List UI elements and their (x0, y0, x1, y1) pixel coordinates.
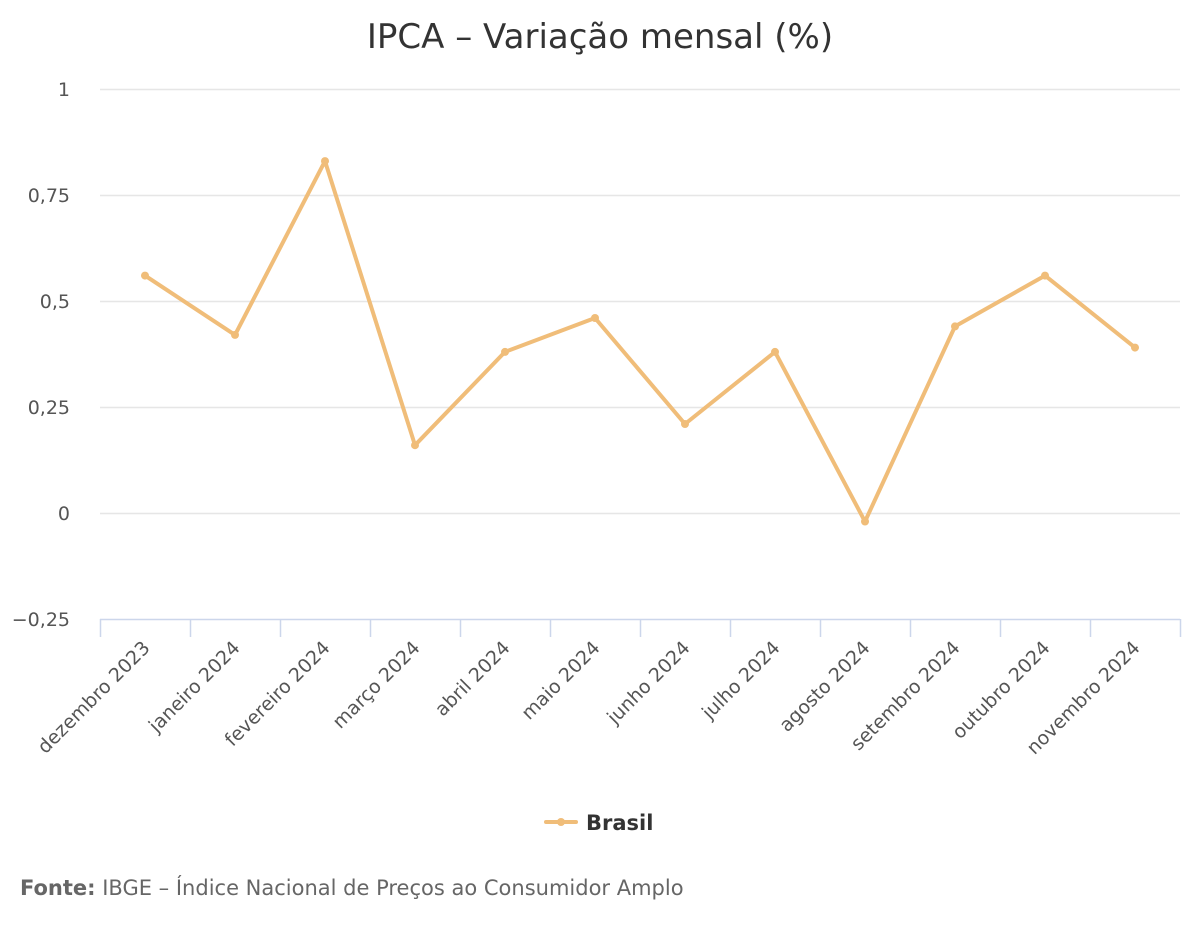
x-tick-label: agosto 2024 (775, 637, 874, 736)
x-tick-label: junho 2024 (602, 637, 694, 729)
y-tick-label: 0,5 (40, 291, 70, 313)
data-point[interactable] (321, 157, 329, 166)
y-tick-label: 1 (58, 79, 70, 101)
x-tick-label: dezembro 2023 (33, 637, 154, 758)
data-point[interactable] (771, 347, 779, 356)
y-tick-label: 0,25 (28, 397, 70, 419)
data-point[interactable] (861, 517, 869, 526)
data-point[interactable] (231, 330, 239, 339)
legend-label[interactable]: Brasil (586, 811, 653, 835)
data-point[interactable] (951, 322, 959, 331)
data-point[interactable] (1041, 271, 1049, 280)
x-tick-label: julho 2024 (697, 637, 784, 724)
chart-title: IPCA – Variação mensal (%) (367, 17, 833, 57)
source-label: Fonte: (20, 876, 96, 900)
x-tick-label: março 2024 (328, 637, 424, 733)
x-tick-label: abril 2024 (431, 637, 515, 721)
series-line-brasil[interactable] (143, 159, 1137, 524)
y-tick-label: 0 (58, 503, 70, 525)
y-tick-label: −0,25 (12, 609, 70, 631)
legend[interactable]: Brasil (544, 811, 653, 835)
data-point[interactable] (591, 314, 599, 322)
series-layer (141, 157, 1139, 526)
source-text: IBGE – Índice Nacional de Preços ao Cons… (95, 876, 684, 900)
data-point[interactable] (411, 441, 419, 450)
data-point[interactable] (1131, 343, 1139, 352)
data-point[interactable] (681, 420, 689, 428)
gridlines (100, 88, 1180, 515)
data-point[interactable] (501, 347, 509, 356)
data-point[interactable] (141, 271, 149, 280)
y-tick-label: 0,75 (28, 185, 70, 207)
source-note: Fonte: IBGE – Índice Nacional de Preços … (20, 876, 684, 900)
y-axis-labels: 1 0,75 0,5 0,25 0 −0,25 (12, 79, 70, 631)
legend-marker-symbol (557, 818, 565, 826)
x-tick-label: janeiro 2024 (144, 637, 245, 738)
x-tick-label: maio 2024 (517, 637, 604, 724)
